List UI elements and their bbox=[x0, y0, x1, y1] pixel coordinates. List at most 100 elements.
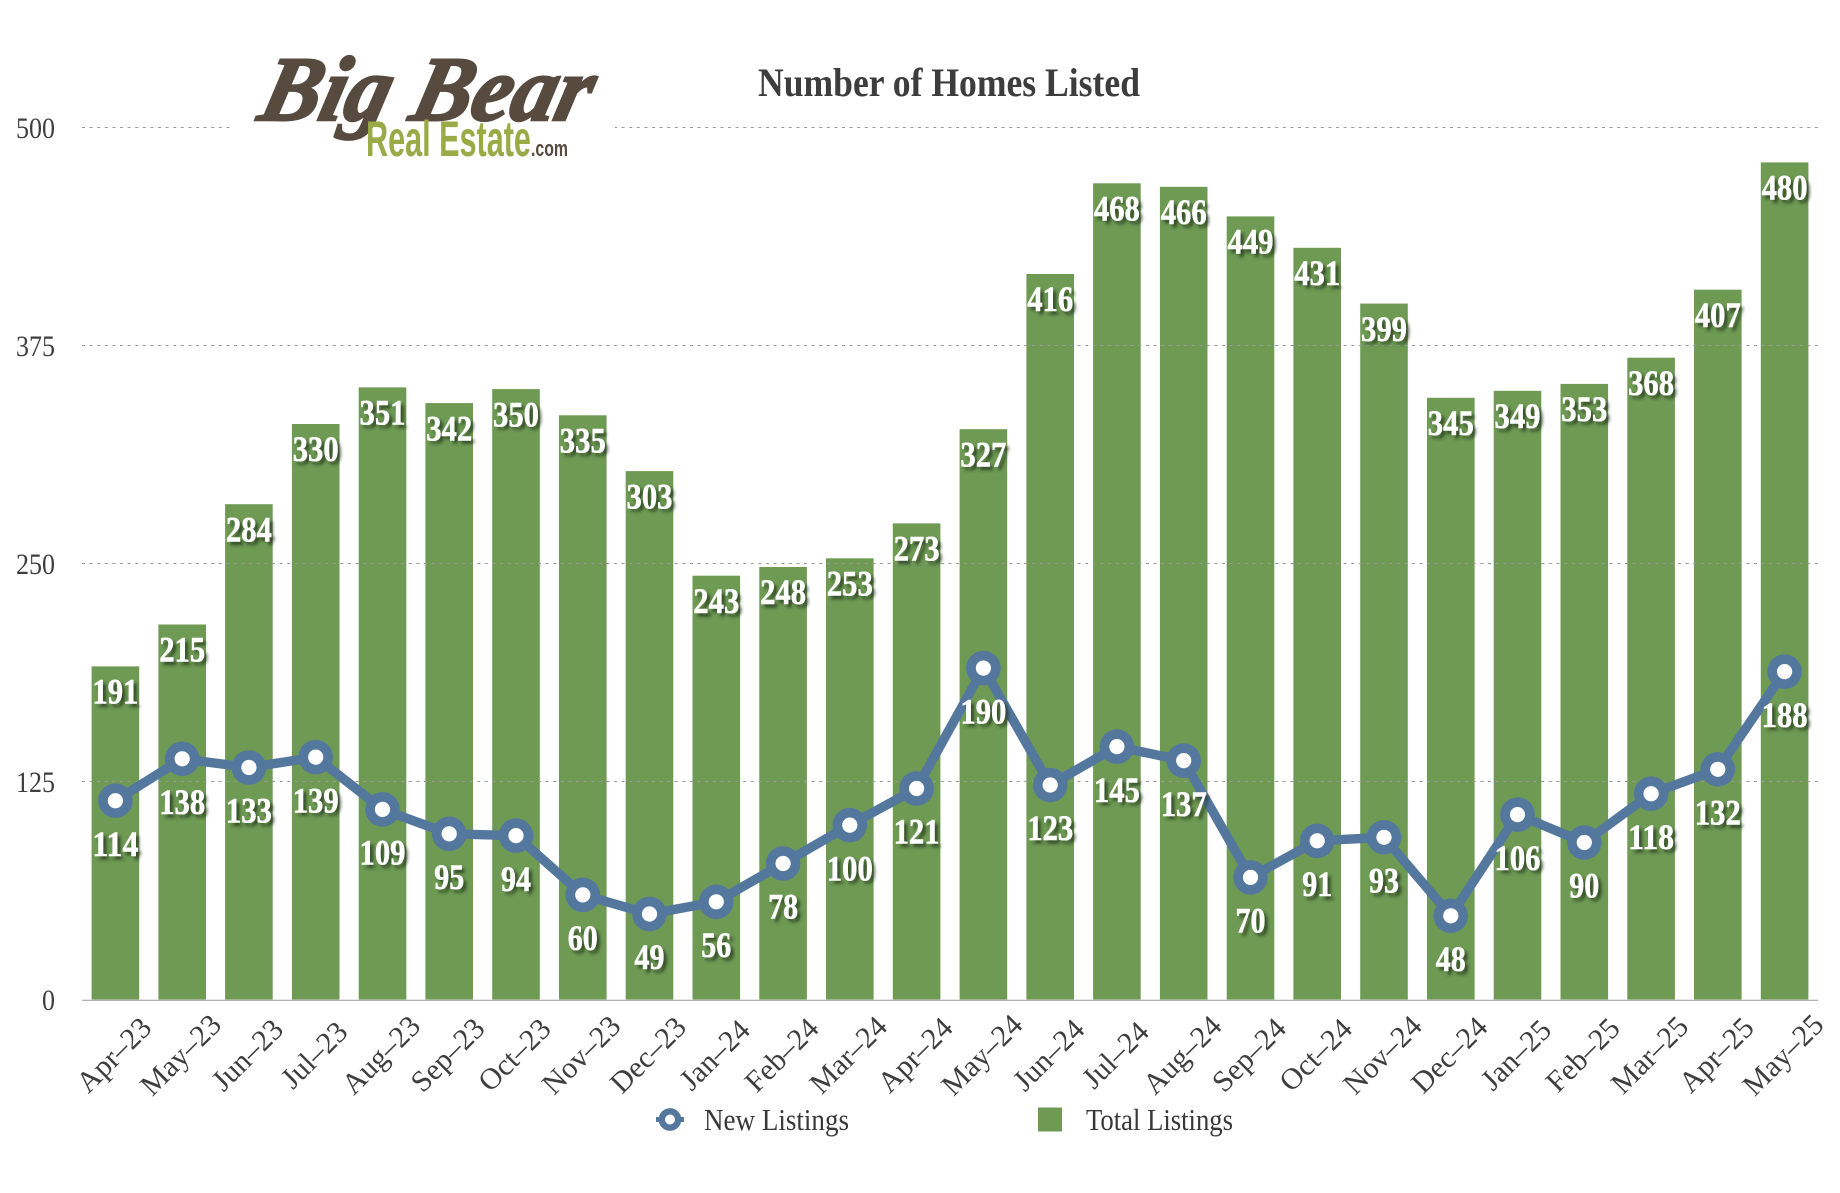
svg-text:431: 431 bbox=[1294, 253, 1340, 293]
svg-text:Real Estate: Real Estate bbox=[366, 110, 531, 166]
svg-text:353: 353 bbox=[1561, 389, 1607, 429]
svg-text:56: 56 bbox=[701, 925, 731, 965]
svg-text:190: 190 bbox=[964, 695, 1010, 735]
svg-text:248: 248 bbox=[763, 576, 809, 616]
svg-text:349: 349 bbox=[1498, 399, 1544, 439]
svg-text:78: 78 bbox=[771, 890, 801, 930]
svg-text:190: 190 bbox=[960, 691, 1006, 731]
svg-text:.com: .com bbox=[531, 138, 568, 162]
svg-text:353: 353 bbox=[1565, 393, 1611, 433]
svg-text:349: 349 bbox=[1495, 396, 1541, 436]
svg-text:138: 138 bbox=[159, 782, 205, 822]
svg-text:133: 133 bbox=[229, 794, 275, 834]
svg-text:215: 215 bbox=[159, 630, 205, 670]
svg-text:70: 70 bbox=[1239, 904, 1269, 944]
svg-text:100: 100 bbox=[827, 848, 873, 888]
svg-text:284: 284 bbox=[226, 509, 272, 549]
svg-text:250: 250 bbox=[16, 548, 55, 581]
svg-text:327: 327 bbox=[964, 438, 1010, 478]
svg-text:191: 191 bbox=[92, 672, 138, 712]
svg-text:466: 466 bbox=[1161, 192, 1207, 232]
svg-text:480: 480 bbox=[1765, 171, 1811, 211]
svg-text:133: 133 bbox=[226, 791, 272, 831]
svg-text:345: 345 bbox=[1428, 403, 1474, 443]
svg-text:327: 327 bbox=[960, 434, 1006, 474]
svg-text:106: 106 bbox=[1498, 841, 1544, 881]
svg-text:91: 91 bbox=[1305, 867, 1335, 907]
svg-text:109: 109 bbox=[360, 833, 406, 873]
svg-text:60: 60 bbox=[568, 918, 598, 958]
svg-text:109: 109 bbox=[363, 836, 409, 876]
svg-text:0: 0 bbox=[42, 984, 55, 1017]
svg-text:94: 94 bbox=[501, 859, 531, 899]
svg-text:350: 350 bbox=[493, 394, 539, 434]
svg-text:132: 132 bbox=[1698, 796, 1744, 836]
svg-text:118: 118 bbox=[1628, 817, 1674, 857]
svg-text:342: 342 bbox=[429, 412, 475, 452]
svg-text:284: 284 bbox=[229, 513, 275, 553]
svg-text:95: 95 bbox=[437, 860, 467, 900]
svg-text:273: 273 bbox=[897, 532, 943, 572]
svg-text:Big Bear: Big Bear bbox=[250, 39, 608, 140]
svg-text:330: 330 bbox=[293, 429, 339, 469]
svg-text:137: 137 bbox=[1164, 787, 1210, 827]
svg-text:350: 350 bbox=[496, 398, 542, 438]
svg-text:468: 468 bbox=[1094, 189, 1140, 229]
svg-text:330: 330 bbox=[296, 433, 342, 473]
svg-text:95: 95 bbox=[434, 857, 464, 897]
svg-text:243: 243 bbox=[693, 581, 739, 621]
svg-text:Number of Homes Listed: Number of Homes Listed bbox=[758, 60, 1140, 105]
svg-text:191: 191 bbox=[96, 675, 142, 715]
svg-text:70: 70 bbox=[1236, 901, 1266, 941]
svg-text:335: 335 bbox=[560, 421, 606, 461]
svg-text:60: 60 bbox=[571, 922, 601, 962]
svg-text:368: 368 bbox=[1631, 366, 1677, 406]
svg-text:399: 399 bbox=[1364, 312, 1410, 352]
svg-text:407: 407 bbox=[1698, 298, 1744, 338]
svg-text:351: 351 bbox=[363, 396, 409, 436]
svg-text:90: 90 bbox=[1569, 866, 1599, 906]
svg-text:253: 253 bbox=[830, 567, 876, 607]
svg-text:480: 480 bbox=[1762, 168, 1808, 208]
svg-text:118: 118 bbox=[1631, 820, 1677, 860]
svg-text:145: 145 bbox=[1097, 773, 1143, 813]
svg-text:449: 449 bbox=[1228, 222, 1274, 262]
svg-text:106: 106 bbox=[1495, 838, 1541, 878]
svg-text:351: 351 bbox=[360, 393, 406, 433]
svg-text:132: 132 bbox=[1695, 793, 1741, 833]
svg-text:500: 500 bbox=[16, 112, 55, 145]
svg-text:243: 243 bbox=[697, 584, 743, 624]
svg-text:New Listings: New Listings bbox=[704, 1102, 849, 1137]
svg-text:303: 303 bbox=[627, 476, 673, 516]
svg-text:248: 248 bbox=[760, 572, 806, 612]
svg-text:78: 78 bbox=[768, 887, 798, 927]
svg-text:188: 188 bbox=[1765, 698, 1811, 738]
svg-text:466: 466 bbox=[1164, 195, 1210, 235]
svg-text:Total Listings: Total Listings bbox=[1086, 1102, 1233, 1137]
svg-text:188: 188 bbox=[1762, 695, 1808, 735]
svg-text:449: 449 bbox=[1231, 225, 1277, 265]
svg-text:121: 121 bbox=[897, 815, 943, 855]
svg-text:253: 253 bbox=[827, 564, 873, 604]
svg-text:399: 399 bbox=[1361, 309, 1407, 349]
svg-text:123: 123 bbox=[1027, 808, 1073, 848]
svg-text:125: 125 bbox=[16, 766, 55, 799]
svg-text:138: 138 bbox=[162, 785, 208, 825]
svg-text:90: 90 bbox=[1573, 869, 1603, 909]
svg-text:56: 56 bbox=[705, 928, 735, 968]
svg-text:139: 139 bbox=[293, 780, 339, 820]
svg-text:93: 93 bbox=[1372, 864, 1402, 904]
svg-text:100: 100 bbox=[830, 852, 876, 892]
svg-text:407: 407 bbox=[1695, 295, 1741, 335]
svg-text:416: 416 bbox=[1027, 279, 1073, 319]
svg-text:94: 94 bbox=[504, 862, 534, 902]
svg-text:137: 137 bbox=[1161, 784, 1207, 824]
svg-text:48: 48 bbox=[1436, 939, 1466, 979]
svg-text:139: 139 bbox=[296, 784, 342, 824]
svg-text:215: 215 bbox=[162, 633, 208, 673]
svg-text:93: 93 bbox=[1369, 861, 1399, 901]
svg-text:368: 368 bbox=[1628, 363, 1674, 403]
svg-text:49: 49 bbox=[638, 941, 668, 981]
svg-text:342: 342 bbox=[426, 408, 472, 448]
svg-text:468: 468 bbox=[1097, 192, 1143, 232]
